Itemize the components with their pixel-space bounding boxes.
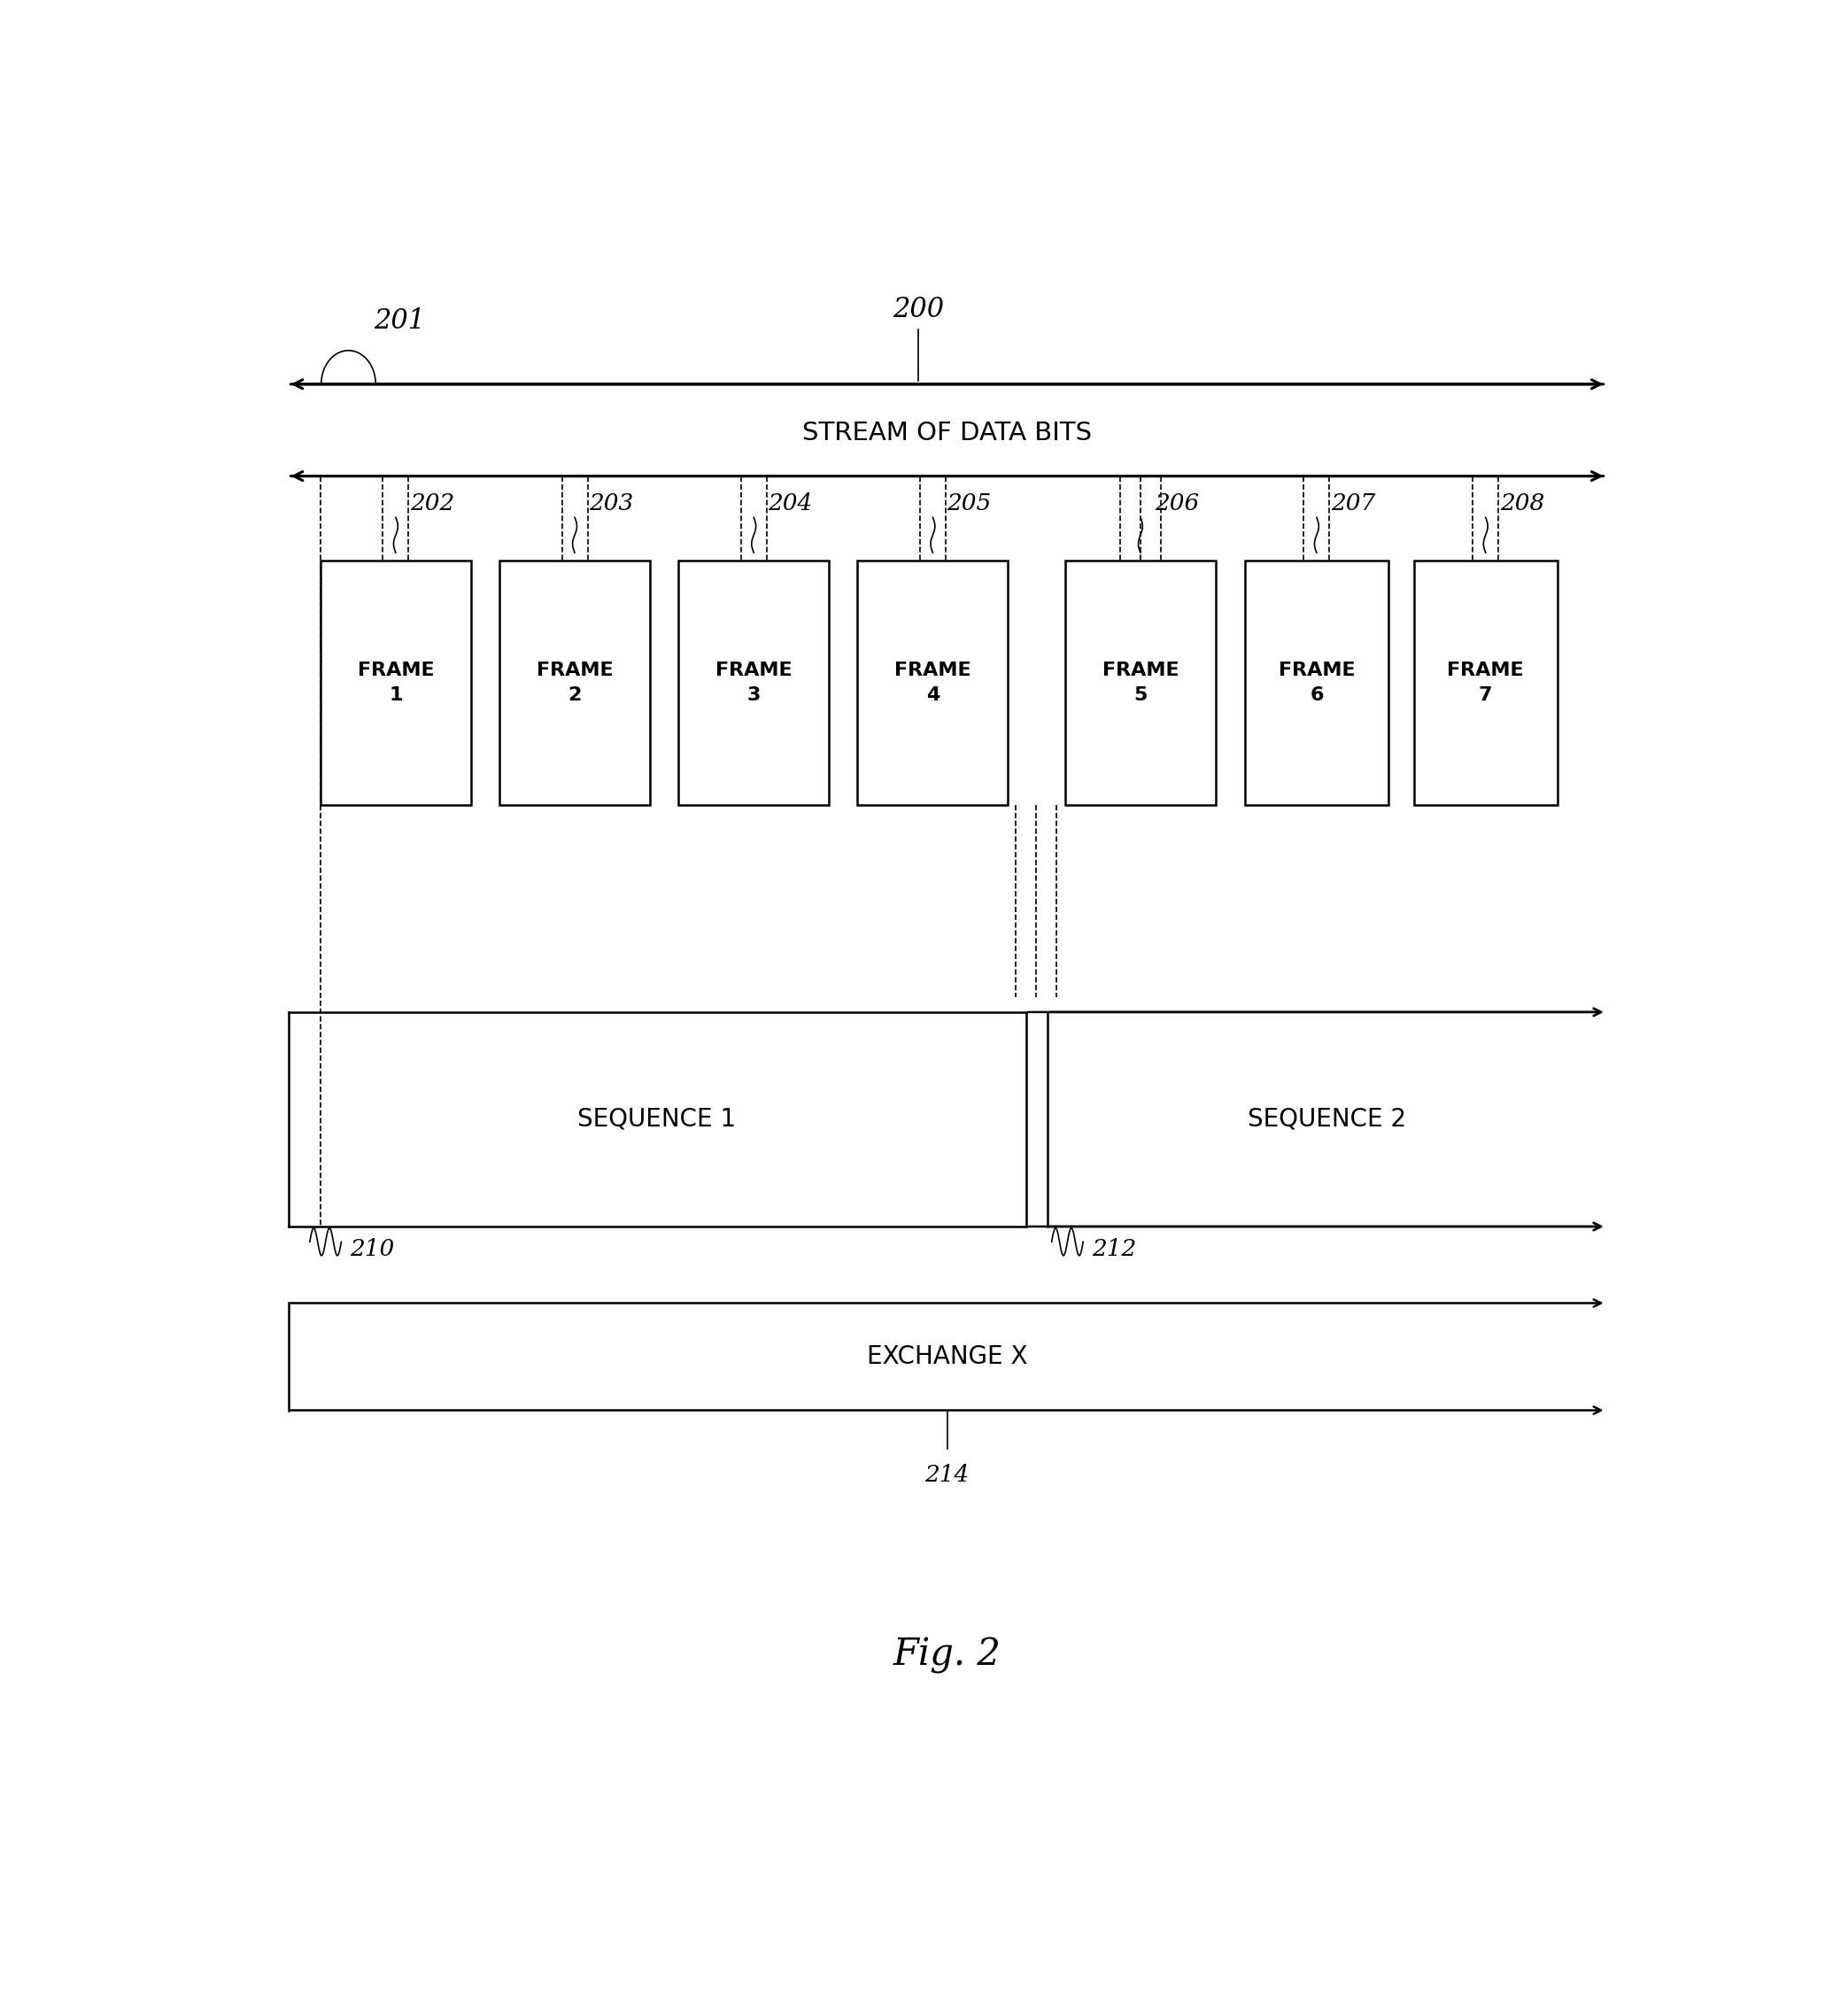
Text: FRAME
1: FRAME 1 <box>357 662 434 704</box>
Text: FRAME
7: FRAME 7 <box>1447 662 1525 704</box>
Bar <box>1414 561 1558 806</box>
Bar <box>499 561 650 806</box>
Text: 214: 214 <box>924 1464 970 1486</box>
Bar <box>1064 561 1216 806</box>
Bar <box>320 561 471 806</box>
Bar <box>678 561 830 806</box>
Text: STREAM OF DATA BITS: STREAM OF DATA BITS <box>802 422 1092 446</box>
Text: Fig. 2: Fig. 2 <box>893 1637 1002 1675</box>
Text: 207: 207 <box>1331 491 1375 515</box>
Text: 202: 202 <box>410 491 455 515</box>
Bar <box>1246 561 1388 806</box>
Text: FRAME
4: FRAME 4 <box>894 662 972 704</box>
Text: 210: 210 <box>349 1239 394 1261</box>
Text: 206: 206 <box>1155 491 1199 515</box>
Text: FRAME
5: FRAME 5 <box>1101 662 1179 704</box>
Text: SEQUENCE 1: SEQUENCE 1 <box>578 1108 736 1132</box>
Text: 204: 204 <box>769 491 813 515</box>
Text: FRAME
6: FRAME 6 <box>1279 662 1355 704</box>
Text: 200: 200 <box>893 296 944 322</box>
Text: FRAME
2: FRAME 2 <box>536 662 614 704</box>
Text: 208: 208 <box>1501 491 1545 515</box>
Text: FRAME
3: FRAME 3 <box>715 662 793 704</box>
Text: 205: 205 <box>948 491 992 515</box>
Text: EXCHANGE X: EXCHANGE X <box>867 1345 1027 1368</box>
Bar <box>857 561 1007 806</box>
Text: SEQUENCE 2: SEQUENCE 2 <box>1247 1108 1406 1132</box>
Text: 212: 212 <box>1092 1239 1137 1261</box>
Text: 201: 201 <box>373 308 425 336</box>
Text: 203: 203 <box>590 491 634 515</box>
